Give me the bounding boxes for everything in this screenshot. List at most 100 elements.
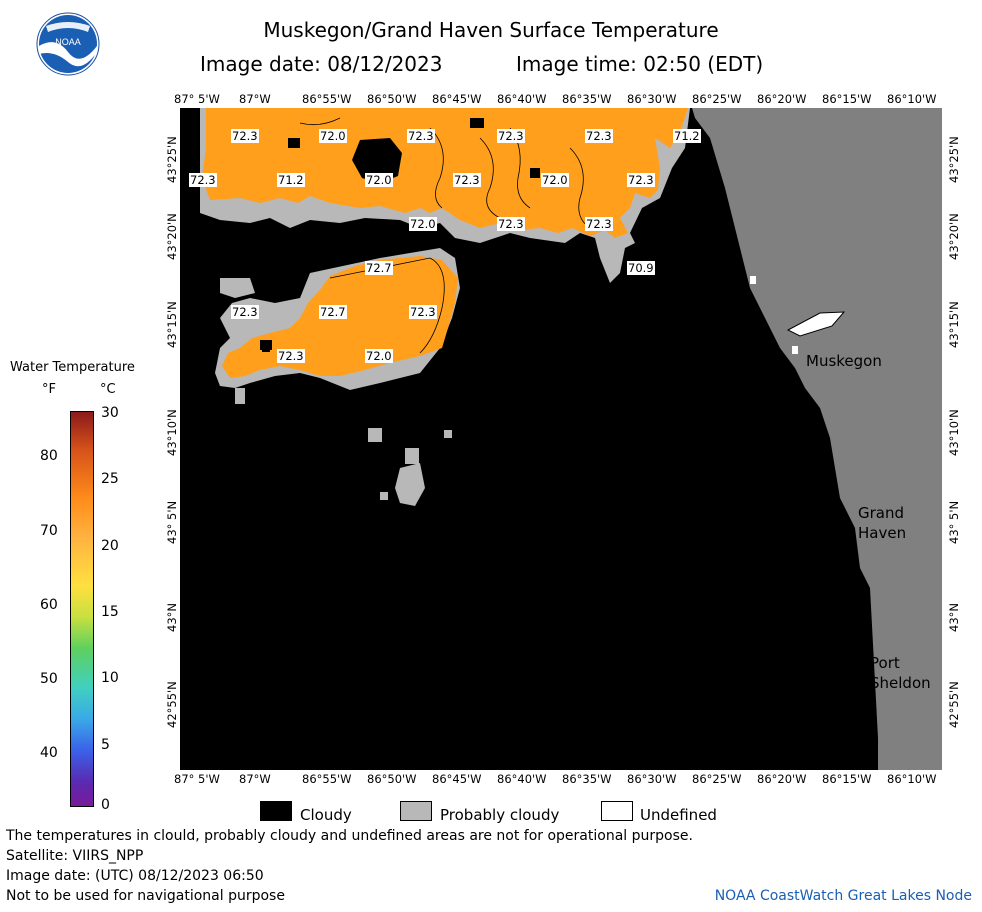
- muskegon-lake-undefined: [786, 311, 846, 337]
- temp-label-bg: [365, 173, 393, 187]
- right-lat-tick: 43°20'N: [947, 213, 961, 260]
- bottom-lon-tick: 86°20'W: [757, 772, 807, 786]
- nav-warning: Not to be used for navigational purpose: [6, 888, 285, 904]
- place-grand-haven-2: Haven: [858, 524, 906, 542]
- temp-label: 72.3: [408, 129, 434, 143]
- celsius-tick: 20: [101, 538, 119, 554]
- undefined-patch: [792, 346, 798, 354]
- temp-label-bg: [365, 349, 393, 363]
- fahrenheit-tick: 50: [40, 671, 58, 687]
- unit-fahrenheit: °F: [42, 382, 56, 397]
- fahrenheit-tick: 80: [40, 448, 58, 464]
- bottom-lon-tick: 86°30'W: [627, 772, 677, 786]
- place-port-sheldon-1: Port: [870, 654, 900, 672]
- legend-probably-cloudy-label: Probably cloudy: [440, 806, 560, 824]
- temp-label-bg: [231, 305, 259, 319]
- celsius-tick: 30: [101, 405, 119, 421]
- top-lon-tick: 86°55'W: [302, 92, 352, 106]
- top-lon-tick: 86°20'W: [757, 92, 807, 106]
- temp-label-bg: [319, 129, 347, 143]
- temp-label: 72.3: [190, 173, 216, 187]
- temp-label: 72.7: [320, 305, 346, 319]
- celsius-tick: 0: [101, 797, 110, 813]
- top-lon-tick: 86°25'W: [692, 92, 742, 106]
- left-lat-tick: 43°20'N: [165, 213, 179, 260]
- image-time-label: Image time: 02:50 (EDT): [516, 52, 764, 76]
- temp-label-bg: [231, 129, 259, 143]
- temp-label-bg: [627, 261, 655, 275]
- temp-label-bg: [497, 217, 525, 231]
- legend-cloudy-label: Cloudy: [300, 806, 352, 824]
- right-lat-tick: 42°55'N: [947, 681, 961, 728]
- temp-label-bg: [585, 217, 613, 231]
- unit-celsius: °C: [100, 382, 116, 397]
- right-lat-tick: 43°15'N: [947, 301, 961, 348]
- map-canvas: 72.3 72.0 72.3 72.3 72.3 71.2 72.3 71.2 72.0 72.3…: [189, 108, 942, 770]
- left-lat-tick: 43°15'N: [165, 301, 179, 348]
- fahrenheit-tick: 70: [40, 523, 58, 539]
- bottom-lon-tick: 87° 5'W: [174, 772, 220, 786]
- satellite-text: Satellite: VIIRS_NPP: [6, 848, 144, 864]
- top-lon-tick: 86°50'W: [367, 92, 417, 106]
- temp-label: 72.3: [498, 217, 524, 231]
- temp-label-bg: [673, 129, 701, 143]
- right-lat-tick: 43° 5'N: [947, 500, 961, 544]
- temperature-map: 72.3 72.0 72.3 72.3 72.3 71.2 72.3 71.2 72.0 72.3…: [180, 108, 942, 770]
- credit-text: NOAA CoastWatch Great Lakes Node: [714, 888, 972, 904]
- celsius-tick: 10: [101, 670, 119, 686]
- bottom-lon-tick: 86°45'W: [432, 772, 482, 786]
- celsius-tick: 5: [101, 737, 110, 753]
- temp-label-bg: [365, 261, 393, 275]
- bottom-lon-tick: 86°35'W: [562, 772, 612, 786]
- left-lat-tick: 43°10'N: [165, 409, 179, 456]
- fahrenheit-tick: 60: [40, 597, 58, 613]
- temp-label-bg: [277, 349, 305, 363]
- temp-label: 70.9: [628, 261, 654, 275]
- temp-label-bg: [497, 129, 525, 143]
- temp-label: 72.3: [498, 129, 524, 143]
- svg-text:NOAA: NOAA: [55, 37, 81, 47]
- land-area: [692, 108, 942, 770]
- bottom-lon-tick: 86°40'W: [497, 772, 547, 786]
- temp-label-bg: [319, 305, 347, 319]
- temp-label: 71.2: [674, 129, 700, 143]
- celsius-tick: 15: [101, 604, 119, 620]
- temp-label-bg: [409, 217, 437, 231]
- temp-label: 72.3: [232, 129, 258, 143]
- temp-label-bg: [409, 305, 437, 319]
- right-lat-tick: 43°25'N: [947, 136, 961, 183]
- bottom-lon-tick: 86°25'W: [692, 772, 742, 786]
- temp-label: 72.0: [320, 129, 346, 143]
- temp-label-bg: [277, 173, 305, 187]
- temp-label: 72.3: [586, 129, 612, 143]
- top-lon-tick: 86°15'W: [822, 92, 872, 106]
- place-muskegon: Muskegon: [806, 352, 882, 370]
- top-lon-tick: 86°45'W: [432, 92, 482, 106]
- cloudy-holes: [260, 118, 540, 352]
- legend-cloudy-swatch: [260, 801, 292, 821]
- top-lon-tick: 86°10'W: [887, 92, 937, 106]
- temp-label: 72.3: [586, 217, 612, 231]
- temp-label: 72.0: [366, 349, 392, 363]
- legend-undefined-swatch: [601, 801, 633, 821]
- temp-label: 72.0: [366, 173, 392, 187]
- top-lon-tick: 86°30'W: [627, 92, 677, 106]
- temp-label: 72.7: [366, 261, 392, 275]
- temp-label: 72.0: [542, 173, 568, 187]
- right-lat-tick: 43°N: [947, 603, 961, 632]
- top-lon-tick: 87° 5'W: [174, 92, 220, 106]
- undefined-patch-2: [750, 276, 756, 284]
- temp-label: 72.3: [454, 173, 480, 187]
- image-date-label: Image date: 08/12/2023: [200, 52, 443, 76]
- fahrenheit-tick: 40: [40, 745, 58, 761]
- image-date-utc: Image date: (UTC) 08/12/2023 06:50: [6, 868, 264, 884]
- bottom-lon-tick: 86°50'W: [367, 772, 417, 786]
- temp-label-bg: [585, 129, 613, 143]
- left-lat-tick: 43°25'N: [165, 136, 179, 183]
- temp-label-bg: [541, 173, 569, 187]
- temp-label: 72.0: [410, 217, 436, 231]
- temp-label: 72.3: [628, 173, 654, 187]
- bottom-lon-tick: 87°W: [239, 772, 271, 786]
- temp-label-bg: [627, 173, 655, 187]
- celsius-tick: 25: [101, 471, 119, 487]
